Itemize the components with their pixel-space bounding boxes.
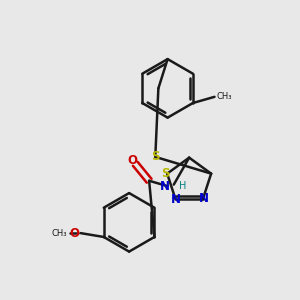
Text: H: H bbox=[179, 181, 187, 191]
Text: N: N bbox=[160, 180, 170, 193]
Text: CH₃: CH₃ bbox=[51, 229, 67, 238]
Text: N: N bbox=[171, 193, 181, 206]
Text: CH₃: CH₃ bbox=[216, 92, 232, 101]
Text: O: O bbox=[127, 154, 137, 167]
Text: N: N bbox=[199, 192, 208, 205]
Text: S: S bbox=[161, 167, 170, 180]
Text: O: O bbox=[69, 226, 79, 240]
Text: S: S bbox=[151, 150, 160, 164]
